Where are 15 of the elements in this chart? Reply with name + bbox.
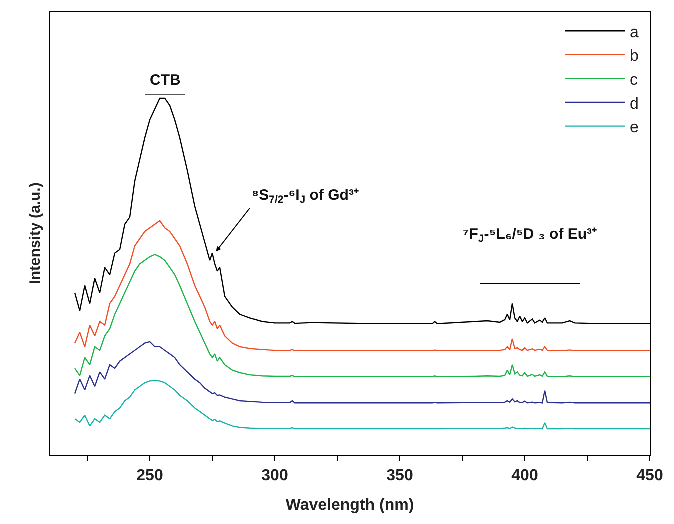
x-tick-label: 450 bbox=[636, 467, 664, 484]
x-tick-label: 300 bbox=[262, 467, 288, 484]
text: CTB bbox=[150, 72, 181, 89]
x-tick-label: 250 bbox=[136, 467, 164, 484]
annotation: ⁷F$_{J}$-⁵L₆/⁵D ₃ of Eu³⁺ bbox=[463, 226, 598, 246]
legend-label: d bbox=[630, 96, 639, 113]
legend-label: e bbox=[630, 120, 639, 137]
x-axis-title: Wavelength (nm) bbox=[286, 497, 414, 514]
annotation: ⁸S$_{7/2}$-⁶I$_{J}$ of Gd³⁺ bbox=[252, 187, 359, 206]
legend-label: a bbox=[630, 24, 639, 42]
legend-label: c bbox=[630, 72, 638, 89]
x-tick-label: 350 bbox=[386, 467, 414, 484]
y-axis-title: Intensity (a.u.) bbox=[27, 182, 44, 284]
legend-label: b bbox=[630, 48, 639, 66]
x-tick-label: 400 bbox=[512, 467, 538, 484]
